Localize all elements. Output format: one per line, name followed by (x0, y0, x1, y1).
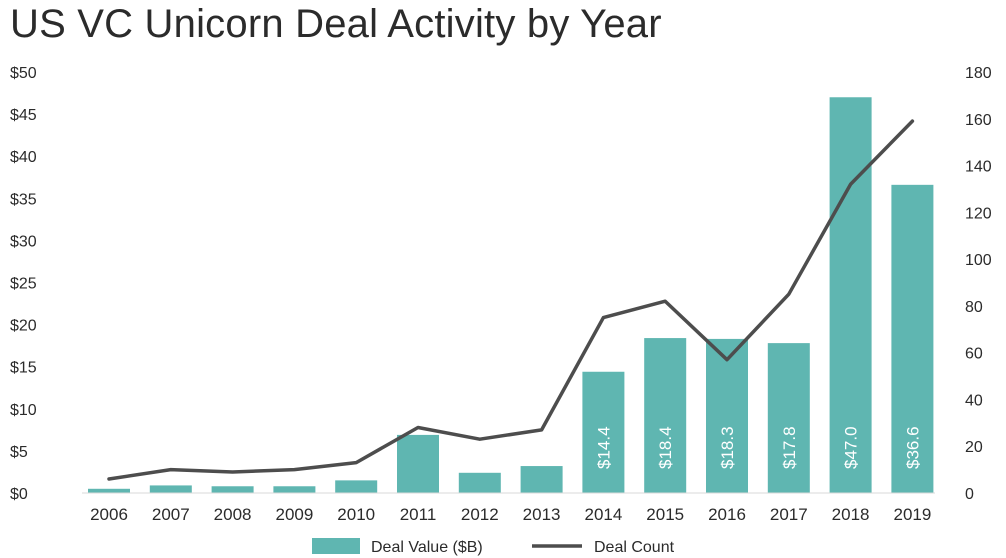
left-axis: $0 $5 $10 $15 $20 $25 $30 $35 $40 $45 $50 (10, 65, 37, 503)
left-tick-label: $45 (10, 107, 37, 124)
line-series (107, 119, 915, 481)
left-tick-label: $25 (10, 276, 37, 293)
bar (335, 480, 378, 493)
right-tick-label: 60 (965, 346, 983, 363)
left-tick-label: $10 (10, 402, 37, 419)
x-tick-label: 2014 (584, 505, 622, 524)
left-tick-label: $35 (10, 191, 37, 208)
bar (891, 184, 934, 493)
bar (211, 486, 254, 493)
bar (829, 97, 872, 493)
left-tick-label: $50 (10, 65, 37, 82)
x-tick-label: 2008 (214, 505, 252, 524)
right-axis: 0 20 40 60 80 100 120 140 160 180 (965, 65, 992, 503)
left-tick-label: $20 (10, 318, 37, 335)
deal-count-line (107, 119, 915, 481)
x-tick-label: 2006 (90, 505, 128, 524)
right-tick-label: 40 (965, 392, 983, 409)
right-tick-label: 120 (965, 205, 992, 222)
bar-data-label: $14.4 (594, 426, 613, 469)
bar (767, 343, 810, 493)
left-tick-label: $15 (10, 360, 37, 377)
x-tick-label: 2011 (400, 505, 437, 524)
x-axis: 2006 2007 2008 2009 2010 2011 2012 2013 2014 2015… (82, 492, 935, 524)
x-tick-label: 2019 (893, 505, 931, 524)
legend-label-deal-count: Deal Count (594, 539, 675, 556)
x-tick-label: 2015 (646, 505, 684, 524)
left-tick-label: $30 (10, 233, 37, 250)
bar-data-label: $18.4 (656, 426, 675, 469)
legend-swatch-deal-value (312, 538, 360, 554)
x-tick-label: 2009 (275, 505, 313, 524)
right-tick-label: 0 (965, 486, 974, 503)
x-tick-label: 2010 (337, 505, 375, 524)
bar-data-label: $17.8 (780, 426, 799, 469)
bar (273, 486, 316, 493)
bar (706, 338, 748, 493)
bar (644, 338, 687, 493)
bar (520, 466, 563, 493)
x-tick-label: 2016 (708, 505, 746, 524)
x-tick-label: 2018 (832, 505, 870, 524)
x-tick-label: 2007 (152, 505, 190, 524)
bar-data-label: $36.6 (903, 426, 922, 469)
x-tick-label: 2012 (461, 505, 499, 524)
left-tick-label: $40 (10, 149, 37, 166)
bar (397, 434, 439, 493)
chart-title: US VC Unicorn Deal Activity by Year (10, 2, 662, 46)
bar-series: $14.4 $18.4 $18.3 $17.8 $47.0 $36.6 (88, 97, 934, 493)
bar-data-label: $18.3 (718, 426, 737, 469)
legend: Deal Value ($B) Deal Count (312, 538, 675, 556)
right-tick-label: 100 (965, 252, 992, 269)
bar (458, 472, 501, 493)
x-tick-label: 2017 (770, 505, 808, 524)
bar (149, 485, 192, 493)
bar (582, 371, 625, 493)
right-tick-label: 80 (965, 299, 983, 316)
x-tick-label: 2013 (523, 505, 561, 524)
bar (88, 488, 130, 493)
left-tick-label: $0 (10, 486, 28, 503)
right-tick-label: 140 (965, 159, 992, 176)
right-tick-label: 180 (965, 65, 992, 82)
legend-label-deal-value: Deal Value ($B) (371, 539, 483, 556)
left-tick-label: $5 (10, 444, 28, 461)
right-tick-label: 160 (965, 112, 992, 129)
right-tick-label: 20 (965, 439, 983, 456)
bar-data-label: $47.0 (842, 426, 861, 469)
